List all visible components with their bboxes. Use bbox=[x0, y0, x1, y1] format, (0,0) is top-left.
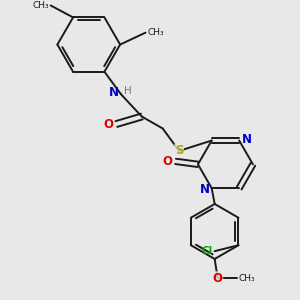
Text: O: O bbox=[163, 155, 172, 168]
Text: N: N bbox=[242, 133, 252, 146]
Text: Cl: Cl bbox=[202, 246, 213, 256]
Text: CH₃: CH₃ bbox=[32, 1, 49, 10]
Text: CH₃: CH₃ bbox=[147, 28, 164, 37]
Text: S: S bbox=[175, 144, 183, 158]
Text: O: O bbox=[103, 118, 113, 130]
Text: CH₃: CH₃ bbox=[238, 274, 255, 283]
Text: N: N bbox=[200, 183, 210, 196]
Text: H: H bbox=[124, 86, 132, 96]
Text: N: N bbox=[109, 86, 118, 99]
Text: O: O bbox=[213, 272, 223, 285]
